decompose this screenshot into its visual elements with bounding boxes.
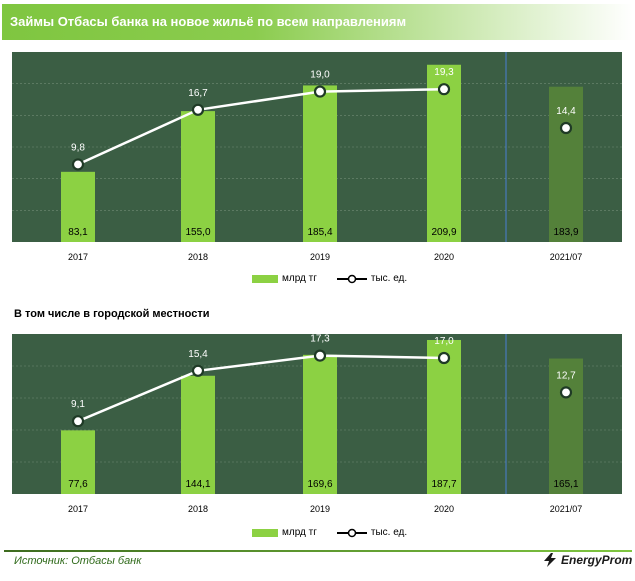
legend-label-line: тыс. ед. xyxy=(370,273,408,284)
bar-value-label: 83,1 xyxy=(68,227,88,238)
legend-bottom: млрд тг тыс. ед. xyxy=(252,527,419,538)
line-point xyxy=(437,83,451,96)
source-note: Источник: Отбасы банк xyxy=(14,555,142,567)
bar-value-label: 185,4 xyxy=(307,227,332,238)
line-point xyxy=(71,415,85,428)
legend-swatch-bars xyxy=(252,274,278,283)
x-tick-label: 2020 xyxy=(434,504,454,514)
x-tick-label: 2019 xyxy=(310,252,330,262)
line-point xyxy=(313,349,327,362)
bar xyxy=(61,171,95,242)
line-point xyxy=(71,158,85,171)
brand-name: EnergyProm xyxy=(561,553,633,567)
bar xyxy=(61,430,95,494)
legend-label-bars: млрд тг xyxy=(282,273,317,284)
legend-swatch-bars xyxy=(252,528,278,537)
bar-value-label: 169,6 xyxy=(307,479,332,490)
line-value-label: 17,0 xyxy=(434,336,454,347)
line-value-label: 17,3 xyxy=(310,334,330,345)
bar-value-label: 183,9 xyxy=(553,227,578,238)
legend-line-icon xyxy=(336,528,367,537)
legend-line-icon xyxy=(336,274,367,283)
x-tick-label: 2020 xyxy=(434,252,454,262)
chart-urban: 77,6 2017 9,1 144,1 2018 15,4 169,6 2019 17,3 187… xyxy=(12,334,622,514)
line-point xyxy=(559,121,573,135)
legend-item-bars: млрд тг xyxy=(252,273,317,284)
line-series xyxy=(77,354,445,423)
chart-subtitle: В том числе в городской местности xyxy=(14,308,210,320)
line-value-label: 14,4 xyxy=(556,106,576,117)
x-tick-label: 2019 xyxy=(310,504,330,514)
line-point xyxy=(191,103,205,116)
line-value-label: 19,3 xyxy=(434,67,454,78)
bar-value-label: 155,0 xyxy=(185,227,210,238)
chart-all-directions: 83,1 2017 9,8 155,0 2018 16,7 185,4 2019 19,0 209… xyxy=(12,52,622,262)
bar-value-label: 77,6 xyxy=(68,479,88,490)
legend-label-bars: млрд тг xyxy=(282,527,317,538)
x-tick-label: 2021/07 xyxy=(550,504,583,514)
brand-logo: EnergyProm xyxy=(542,553,632,567)
bar-value-label: 187,7 xyxy=(431,479,456,490)
bar xyxy=(549,358,583,494)
legend-label-line: тыс. ед. xyxy=(370,527,408,538)
bar xyxy=(181,111,215,242)
lightning-icon xyxy=(544,553,556,567)
bar xyxy=(181,375,215,494)
legend-top: млрд тг тыс. ед. xyxy=(252,273,419,284)
bar xyxy=(549,86,583,242)
footer-divider xyxy=(4,550,632,552)
bar xyxy=(303,354,337,494)
bar xyxy=(303,85,337,242)
line-value-label: 16,7 xyxy=(188,88,208,99)
title-bar: Займы Отбасы банка на новое жильё по все… xyxy=(2,4,633,40)
bar-value-label: 209,9 xyxy=(431,227,456,238)
line-value-label: 9,1 xyxy=(71,399,85,410)
x-tick-label: 2021/07 xyxy=(550,252,583,262)
line-value-label: 19,0 xyxy=(310,70,330,81)
bar-value-label: 144,1 xyxy=(185,479,210,490)
x-tick-label: 2017 xyxy=(68,252,88,262)
line-point xyxy=(437,351,451,365)
line-point xyxy=(559,386,573,399)
line-point xyxy=(313,85,327,98)
bar-value-label: 165,1 xyxy=(553,479,578,490)
legend-item-line: тыс. ед. xyxy=(336,273,408,284)
line-series xyxy=(77,87,445,166)
bar xyxy=(427,339,461,494)
line-point xyxy=(191,364,205,377)
chart-title: Займы Отбасы банка на новое жильё по все… xyxy=(10,14,407,29)
line-value-label: 9,8 xyxy=(71,142,85,153)
line-value-label: 12,7 xyxy=(556,370,576,381)
x-tick-label: 2017 xyxy=(68,504,88,514)
x-tick-label: 2018 xyxy=(188,252,208,262)
legend-item-line: тыс. ед. xyxy=(336,527,408,538)
x-tick-label: 2018 xyxy=(188,504,208,514)
legend-item-bars: млрд тг xyxy=(252,527,317,538)
line-value-label: 15,4 xyxy=(188,349,208,360)
